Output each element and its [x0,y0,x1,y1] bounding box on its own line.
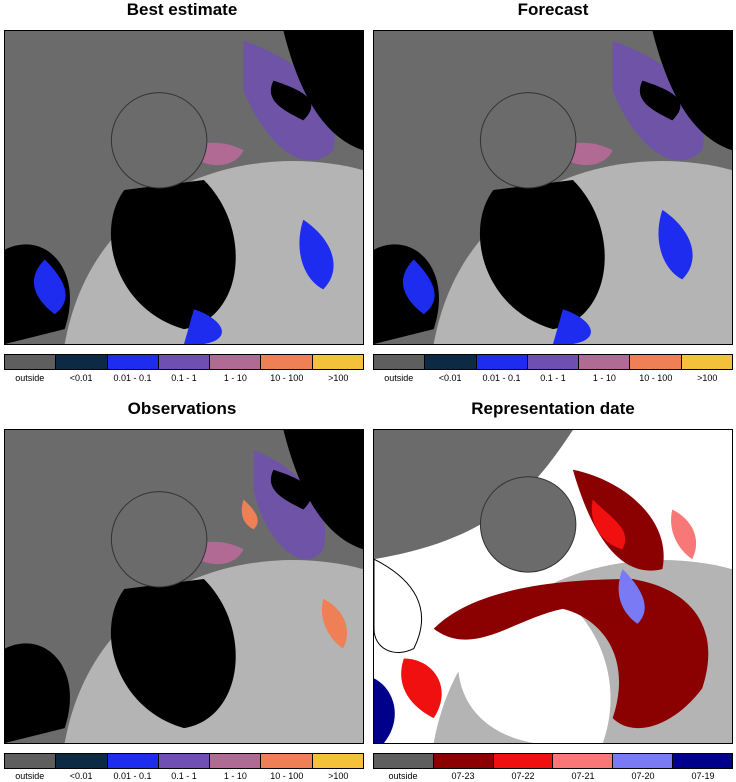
map-forecast [373,30,733,345]
legend-swatch [5,754,57,768]
panel-title-forecast: Forecast [517,0,589,19]
legend-swatch [107,355,159,369]
legend-swatch [158,355,211,369]
map-svg [5,31,363,344]
legend-swatch [210,355,262,369]
legend-label: 0.01 - 0.1 [482,373,521,383]
legend-swatch [261,754,313,768]
legend-label: outside [15,771,45,781]
legend-label: 0.1 - 1 [171,771,197,781]
legend-label: 0.1 - 1 [540,373,566,383]
legend-swatch [312,355,363,369]
legend-label: outside [384,373,414,383]
legend-swatch [433,754,494,768]
legend-label: 1 - 10 [223,373,247,383]
legend-label: 07-20 [631,771,655,781]
legend-swatch [210,754,262,768]
legend-labels-representation-date: outside 07-23 07-22 07-21 07-20 07-19 [373,771,733,781]
legend-swatch [5,355,57,369]
legend-swatch [107,754,159,768]
legend-swatch [374,355,426,369]
legend-swatch [493,754,554,768]
legend-label: >100 [697,373,718,383]
legend-swatch [673,754,732,768]
legend-swatch [312,754,363,768]
legend-labels-best-estimate: outside <0.01 0.01 - 0.1 0.1 - 1 1 - 10 … [4,373,364,383]
legend-label: >100 [328,771,349,781]
legend-label: 07-23 [451,771,475,781]
legend-label: 07-21 [571,771,595,781]
legend-label: 1 - 10 [592,373,616,383]
legend-label: outside [388,771,418,781]
legend-representation-date [373,753,733,769]
legend-swatch [527,355,580,369]
legend-label: 0.01 - 0.1 [113,771,152,781]
legend-swatch [579,355,631,369]
legend-label: <0.01 [438,373,462,383]
legend-label: 0.1 - 1 [171,373,197,383]
legend-label: >100 [328,373,349,383]
map-best-estimate [4,30,364,345]
legend-label: <0.01 [69,373,93,383]
legend-label: 10 - 100 [270,373,304,383]
legend-label: 10 - 100 [270,771,304,781]
legend-swatch [56,754,108,768]
panel-title-observations: Observations [127,399,237,418]
legend-swatch [476,355,528,369]
map-svg [374,31,732,344]
legend-swatch [681,355,732,369]
legend-labels-observations: outside <0.01 0.01 - 0.1 0.1 - 1 1 - 10 … [4,771,364,781]
legend-labels-forecast: outside <0.01 0.01 - 0.1 0.1 - 1 1 - 10 … [373,373,733,383]
map-observations [4,429,364,744]
legend-swatch [374,754,434,768]
legend-forecast [373,354,733,370]
legend-swatch [425,355,477,369]
legend-swatch [553,754,614,768]
legend-swatch [613,754,674,768]
legend-label: outside [15,373,45,383]
legend-label: 0.01 - 0.1 [113,373,152,383]
legend-label: <0.01 [69,771,93,781]
map-svg [374,430,732,743]
panel-title-best-estimate: Best estimate [126,0,238,19]
legend-label: 1 - 10 [223,771,247,781]
legend-swatch [56,355,108,369]
legend-label: 07-19 [691,771,715,781]
map-svg [5,430,363,743]
legend-label: 07-22 [511,771,535,781]
legend-observations [4,753,364,769]
legend-swatch [158,754,211,768]
panel-title-representation-date: Representation date [471,399,635,418]
legend-swatch [261,355,313,369]
legend-best-estimate [4,354,364,370]
legend-swatch [630,355,682,369]
legend-label: 10 - 100 [639,373,673,383]
map-representation-date [373,429,733,744]
